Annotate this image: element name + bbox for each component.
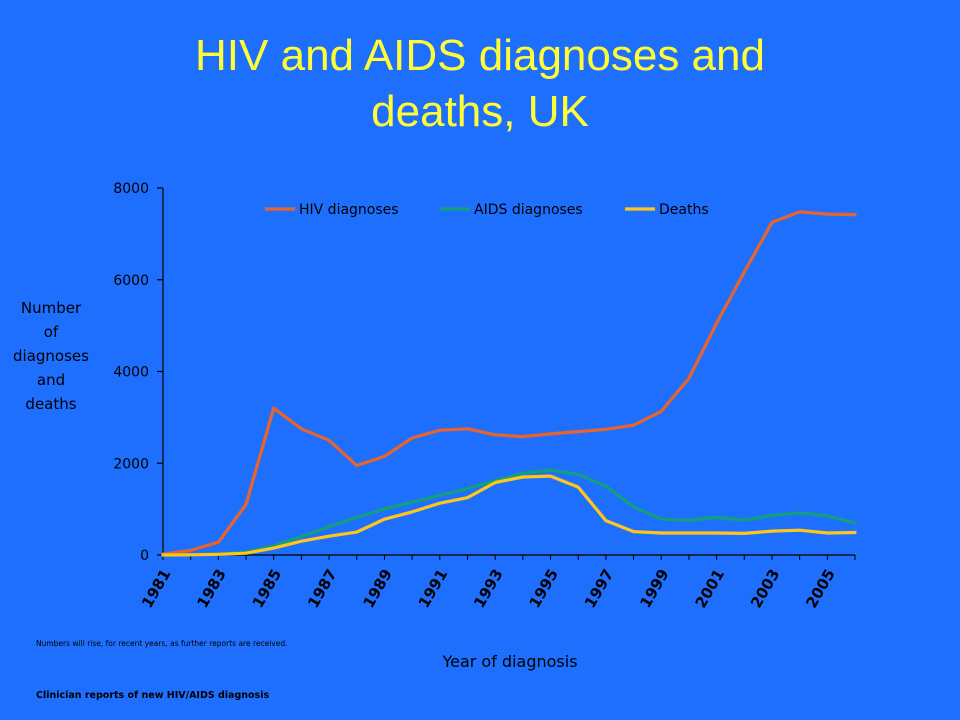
x-axis-label: Year of diagnosis <box>442 652 578 671</box>
x-tick-label: 1993 <box>470 566 506 611</box>
x-tick-label: 1991 <box>415 566 451 611</box>
y-axis-label: Number of diagnoses and deaths <box>6 296 96 416</box>
x-tick-label: 2005 <box>802 566 838 611</box>
series-lines <box>161 210 857 557</box>
x-tick-label: 1997 <box>581 566 617 611</box>
ylabel-line: and <box>36 371 66 389</box>
x-tick-label: 1989 <box>359 566 395 611</box>
series-line-3 <box>161 474 857 557</box>
series-line-1 <box>161 210 857 556</box>
x-tick-label: 1987 <box>304 566 340 611</box>
y-tick-labels: 0 2000 4000 6000 8000 <box>113 181 149 564</box>
legend-label: AIDS diagnoses <box>474 202 583 218</box>
ylabel-line: diagnoses <box>13 347 89 365</box>
y-tick-label: 4000 <box>113 365 149 381</box>
title-line-2: deaths, UK <box>371 87 589 136</box>
x-tick-label: 1995 <box>526 566 562 611</box>
x-tick-label: 1985 <box>249 566 285 611</box>
x-tick-label: 1981 <box>138 566 174 611</box>
legend: HIV diagnoses AIDS diagnoses Deaths <box>265 202 709 218</box>
series-line-2 <box>161 468 857 557</box>
y-tick-label: 2000 <box>113 456 149 472</box>
y-tick-label: 0 <box>140 548 149 564</box>
ylabel-line: of <box>43 323 59 341</box>
source-note: Clinician reports of new HIV/AIDS diagno… <box>36 690 270 701</box>
x-tick-label: 2003 <box>747 566 783 611</box>
legend-label: Deaths <box>659 202 709 218</box>
ylabel-line: deaths <box>25 395 77 413</box>
y-tick-label: 6000 <box>113 273 149 289</box>
x-tick-label: 2001 <box>692 566 728 611</box>
x-tick-label: 1999 <box>636 566 672 611</box>
page-title: HIV and AIDS diagnoses and deaths, UK <box>0 28 960 140</box>
legend-label: HIV diagnoses <box>299 202 399 218</box>
title-line-1: HIV and AIDS diagnoses and <box>195 31 765 80</box>
axes <box>157 187 856 560</box>
ylabel-line: Number <box>20 299 82 317</box>
footnote: Numbers will rise, for recent years, as … <box>36 639 288 648</box>
x-tick-labels: 1981 1983 1985 1987 1989 1991 1993 1995 1997 1999… <box>138 566 839 611</box>
x-tick-label: 1983 <box>193 566 229 611</box>
y-tick-label: 8000 <box>113 181 149 197</box>
